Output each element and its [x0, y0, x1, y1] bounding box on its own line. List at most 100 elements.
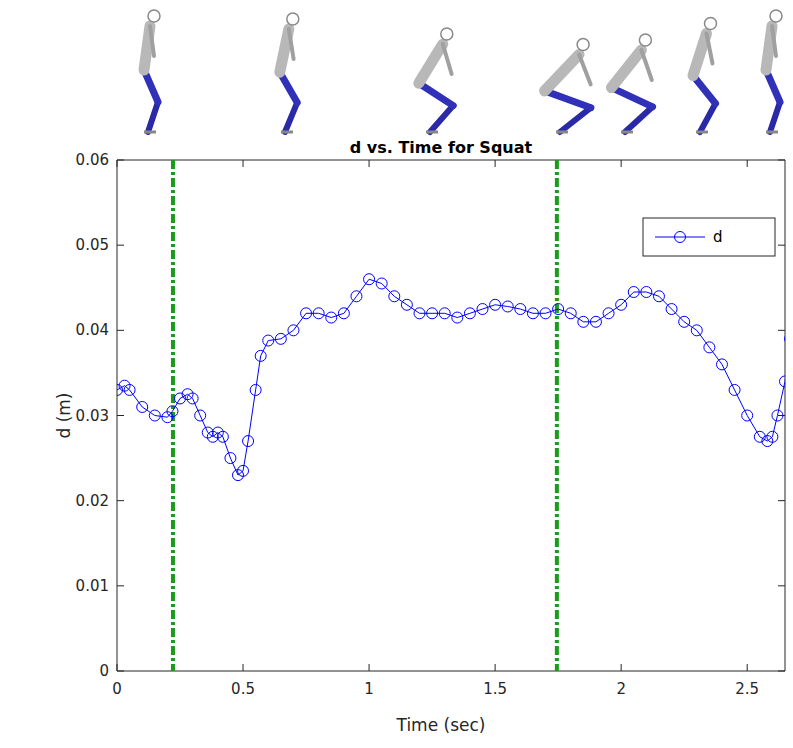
- torso: [611, 50, 641, 88]
- skeleton-figure: [144, 10, 160, 132]
- legend-box: [643, 218, 775, 256]
- data-point: [653, 291, 664, 302]
- head: [148, 10, 160, 22]
- x-tick-top: [747, 160, 748, 167]
- data-point: [137, 401, 148, 412]
- data-point: [195, 410, 206, 421]
- data-point: [250, 384, 261, 395]
- y-tick-label: 0: [99, 662, 109, 680]
- x-tick: [621, 664, 622, 671]
- arm: [579, 55, 591, 85]
- x-tick: [369, 664, 370, 671]
- data-point: [477, 304, 488, 315]
- x-tick-top: [621, 160, 622, 167]
- x-axis-title: Time (sec): [396, 715, 486, 735]
- thigh: [545, 91, 591, 108]
- x-tick-top: [243, 160, 244, 167]
- data-point: [590, 316, 601, 327]
- arm: [289, 29, 294, 59]
- y-tick-label: 0.04: [76, 321, 109, 339]
- thigh: [611, 88, 652, 107]
- data-point: [187, 393, 198, 404]
- data-point: [490, 299, 501, 310]
- data-point: [376, 278, 387, 289]
- x-tick-top: [369, 160, 370, 167]
- vertical-marker-line: [555, 160, 559, 671]
- thigh: [419, 83, 453, 105]
- data-point: [704, 342, 715, 353]
- legend: d: [643, 218, 775, 256]
- data-point: [401, 299, 412, 310]
- y-tick: [117, 415, 124, 416]
- data-point: [679, 316, 690, 327]
- y-tick-right: [778, 500, 785, 501]
- head: [577, 39, 589, 51]
- data-point: [772, 410, 783, 421]
- x-tick-label: 1.5: [483, 680, 507, 698]
- x-tick-label: 1: [364, 680, 374, 698]
- foot: [621, 131, 633, 134]
- y-tick: [117, 585, 124, 586]
- head: [441, 28, 453, 40]
- skeleton-figure: [280, 13, 299, 132]
- data-point: [785, 333, 786, 344]
- x-tick-label: 2: [616, 680, 626, 698]
- data-point: [716, 359, 727, 370]
- data-point: [616, 299, 627, 310]
- leg: [285, 103, 297, 132]
- skeleton-figure: [545, 39, 591, 133]
- data-point: [780, 376, 786, 387]
- data-point: [313, 308, 324, 319]
- data-point: [124, 384, 135, 395]
- x-tick-label: 0.5: [231, 680, 255, 698]
- data-point: [275, 333, 286, 344]
- skeleton-figure: [766, 10, 782, 132]
- data-point: [729, 384, 740, 395]
- leg: [770, 102, 780, 132]
- torso: [693, 34, 707, 76]
- head: [639, 34, 651, 46]
- figure-illustrations: [144, 10, 782, 132]
- foot: [696, 131, 708, 134]
- torso: [280, 29, 289, 72]
- y-tick: [117, 500, 124, 501]
- data-point: [742, 410, 753, 421]
- title: d vs. Time for Squat: [350, 138, 533, 157]
- axes: 00.511.522.500.010.020.030.040.050.06: [76, 151, 785, 698]
- data-point: [527, 308, 538, 319]
- data-point: [238, 465, 249, 476]
- leg: [625, 107, 653, 132]
- y-tick-right: [778, 585, 785, 586]
- y-tick-right: [778, 330, 785, 331]
- data-point: [767, 431, 778, 442]
- x-axis-line: [117, 671, 785, 672]
- data-point: [464, 308, 475, 319]
- x-tick-top: [117, 160, 118, 167]
- y-tick-right: [778, 415, 785, 416]
- foot: [144, 131, 156, 134]
- y-tick-label: 0.02: [76, 492, 109, 510]
- data-point: [288, 325, 299, 336]
- x-tick-label: 0: [112, 680, 122, 698]
- foot: [426, 131, 438, 134]
- data-point: [578, 316, 589, 327]
- skeleton-figure: [693, 18, 717, 133]
- torso: [419, 44, 443, 83]
- data-point: [691, 325, 702, 336]
- data-line: [117, 279, 785, 475]
- arm: [150, 26, 154, 56]
- data-point: [565, 308, 576, 319]
- data-point: [364, 274, 375, 285]
- data-point: [666, 304, 677, 315]
- data-point: [167, 406, 178, 417]
- data-point: [255, 350, 266, 361]
- plot-data: [117, 160, 785, 671]
- x-tick: [243, 664, 244, 671]
- data-point: [553, 304, 564, 315]
- data-point: [326, 312, 337, 323]
- top-frame-line: [117, 160, 785, 161]
- y-tick: [117, 671, 124, 672]
- data-point: [351, 291, 362, 302]
- data-point: [603, 308, 614, 319]
- data-point: [225, 453, 236, 464]
